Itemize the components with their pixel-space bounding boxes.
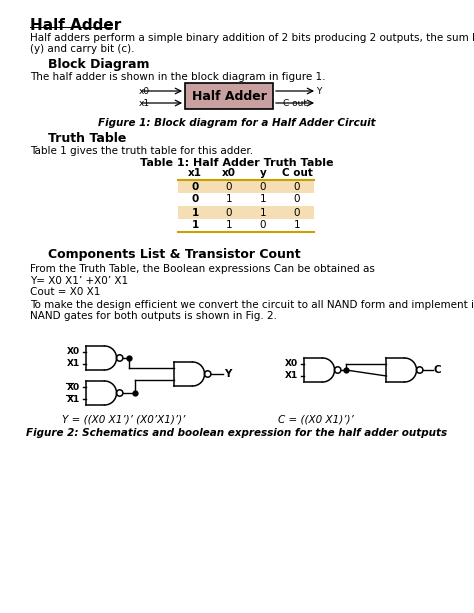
Text: 0: 0 xyxy=(191,194,199,205)
Text: The half adder is shown in the block diagram in figure 1.: The half adder is shown in the block dia… xyxy=(30,72,326,82)
Text: x1: x1 xyxy=(188,169,202,178)
Text: 0: 0 xyxy=(191,181,199,191)
Text: Y: Y xyxy=(316,87,321,96)
Text: X0: X0 xyxy=(66,348,80,357)
Text: Half Adder: Half Adder xyxy=(191,89,266,102)
Text: x0: x0 xyxy=(139,87,150,96)
Text: Half Adder: Half Adder xyxy=(30,18,121,33)
Text: Components List & Transistor Count: Components List & Transistor Count xyxy=(48,248,301,261)
Text: Half adders perform a simple binary addition of 2 bits producing 2 outputs, the : Half adders perform a simple binary addi… xyxy=(30,33,474,43)
Text: Block Diagram: Block Diagram xyxy=(48,58,149,71)
Text: X0: X0 xyxy=(66,383,80,392)
Text: 1: 1 xyxy=(294,221,301,230)
Text: x0: x0 xyxy=(222,169,236,178)
Text: Truth Table: Truth Table xyxy=(48,132,127,145)
Text: Figure 2: Schematics and boolean expression for the half adder outputs: Figure 2: Schematics and boolean express… xyxy=(27,428,447,438)
Text: X1: X1 xyxy=(284,371,298,381)
Text: X0: X0 xyxy=(284,359,298,368)
Text: Y= X0 X1’ +X0’ X1: Y= X0 X1’ +X0’ X1 xyxy=(30,276,128,286)
Text: 1: 1 xyxy=(226,194,232,205)
Text: 0: 0 xyxy=(260,181,266,191)
Text: 0: 0 xyxy=(294,181,300,191)
Text: C out: C out xyxy=(283,99,307,108)
Text: Table 1: Half Adder Truth Table: Table 1: Half Adder Truth Table xyxy=(140,158,334,168)
Text: 1: 1 xyxy=(260,207,266,218)
Text: 0: 0 xyxy=(260,221,266,230)
FancyBboxPatch shape xyxy=(185,83,273,109)
Text: (y) and carry bit (c).: (y) and carry bit (c). xyxy=(30,44,135,54)
Text: x1: x1 xyxy=(139,99,150,108)
Text: 0: 0 xyxy=(226,207,232,218)
Bar xyxy=(178,180,314,193)
Text: To make the design efficient we convert the circuit to all NAND form and impleme: To make the design efficient we convert … xyxy=(30,300,474,310)
Text: C = ((X0 X1)’)’: C = ((X0 X1)’)’ xyxy=(278,415,354,425)
Text: Cout = X0 X1: Cout = X0 X1 xyxy=(30,287,100,297)
Text: Figure 1: Block diagram for a Half Adder Circuit: Figure 1: Block diagram for a Half Adder… xyxy=(98,118,376,128)
Text: 1: 1 xyxy=(226,221,232,230)
Text: y: y xyxy=(260,169,266,178)
Text: 0: 0 xyxy=(226,181,232,191)
Text: X1: X1 xyxy=(66,395,80,403)
Text: 1: 1 xyxy=(191,207,199,218)
Text: 1: 1 xyxy=(260,194,266,205)
Text: 0: 0 xyxy=(294,194,300,205)
Text: C: C xyxy=(434,365,441,375)
Text: Table 1 gives the truth table for this adder.: Table 1 gives the truth table for this a… xyxy=(30,146,253,156)
Text: 1: 1 xyxy=(191,221,199,230)
Text: 0: 0 xyxy=(294,207,300,218)
Text: From the Truth Table, the Boolean expressions Can be obtained as: From the Truth Table, the Boolean expres… xyxy=(30,264,375,274)
Text: Y = ((X0 X1’)’ (X0’X1)’)’: Y = ((X0 X1’)’ (X0’X1)’)’ xyxy=(62,415,185,425)
Text: NAND gates for both outputs is shown in Fig. 2.: NAND gates for both outputs is shown in … xyxy=(30,311,277,321)
Bar xyxy=(178,206,314,219)
Text: C out: C out xyxy=(282,169,312,178)
Text: X1: X1 xyxy=(66,359,80,368)
Text: Y: Y xyxy=(224,369,231,379)
